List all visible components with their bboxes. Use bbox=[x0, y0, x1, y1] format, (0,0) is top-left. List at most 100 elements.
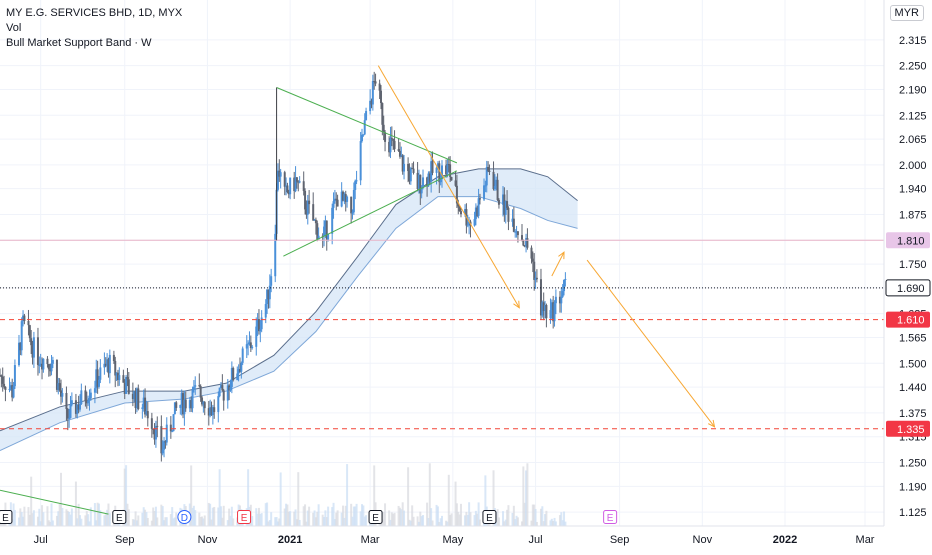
volume-bar bbox=[85, 510, 88, 526]
candle-body bbox=[325, 220, 328, 240]
candle-body bbox=[175, 402, 178, 408]
candle-body bbox=[384, 132, 387, 142]
candle-body bbox=[115, 372, 118, 376]
candle-body bbox=[78, 403, 81, 410]
candle-body bbox=[373, 80, 376, 82]
volume-bar bbox=[474, 510, 477, 526]
volume-bar bbox=[553, 517, 556, 526]
volume-bar bbox=[32, 510, 35, 526]
candle-body bbox=[333, 198, 336, 202]
candle-body bbox=[69, 404, 72, 418]
volume-bar bbox=[96, 502, 99, 526]
triangle-trendline[interactable] bbox=[276, 87, 458, 164]
currency-button[interactable]: MYR bbox=[889, 5, 924, 21]
candle-body bbox=[388, 141, 391, 153]
candle-body bbox=[198, 385, 201, 387]
volume-bar bbox=[106, 509, 109, 526]
candle-body bbox=[283, 172, 286, 187]
event-marker-e[interactable]: E bbox=[482, 510, 497, 525]
price-tick-label: 1.750 bbox=[899, 259, 927, 271]
time-axis-background bbox=[0, 526, 884, 550]
projection-arrow[interactable] bbox=[377, 65, 520, 308]
candle-body bbox=[324, 220, 327, 227]
event-marker-e[interactable]: E bbox=[237, 510, 252, 525]
candle-body bbox=[209, 407, 212, 416]
projection-arrow[interactable] bbox=[551, 251, 565, 277]
volume-bar bbox=[522, 466, 525, 526]
volume-bar bbox=[469, 512, 472, 526]
triangle-trendline[interactable] bbox=[283, 170, 458, 257]
candle-body bbox=[9, 385, 12, 389]
dividend-marker-circle bbox=[177, 510, 192, 524]
event-marker-e[interactable]: E bbox=[0, 510, 13, 525]
volume-bar bbox=[335, 512, 338, 526]
price-tick-label: 2.190 bbox=[899, 84, 927, 96]
candle-body bbox=[412, 168, 415, 173]
candle-body bbox=[248, 342, 251, 344]
candle-body bbox=[160, 426, 163, 454]
candle-body bbox=[289, 177, 292, 195]
candle-body bbox=[371, 80, 374, 105]
volume-bar bbox=[171, 507, 174, 526]
candle-body bbox=[476, 207, 479, 216]
volume-bar bbox=[145, 512, 148, 526]
event-marker-e[interactable]: E bbox=[603, 510, 618, 525]
volume-bar bbox=[127, 509, 130, 526]
candle-body bbox=[153, 428, 156, 440]
candle-body bbox=[346, 196, 349, 202]
volume-indicator-label[interactable]: Vol bbox=[6, 22, 22, 34]
symbol-title[interactable]: MY E.G. SERVICES BHD, 1D, MYX bbox=[6, 7, 183, 19]
event-marker-e[interactable]: E bbox=[112, 510, 127, 525]
candle-body bbox=[478, 198, 481, 200]
candle-body bbox=[516, 231, 519, 236]
volume-bar bbox=[365, 515, 368, 526]
volume-bar bbox=[388, 510, 391, 526]
volume-bar bbox=[497, 517, 500, 526]
volume-bar bbox=[464, 515, 467, 526]
volume-bar bbox=[202, 518, 205, 526]
volume-bar bbox=[298, 519, 301, 526]
candle-body bbox=[323, 226, 326, 237]
candle-body bbox=[144, 397, 147, 415]
volume-bar bbox=[449, 515, 452, 526]
candle-body bbox=[240, 362, 243, 372]
candle-body bbox=[19, 342, 22, 351]
price-tag[interactable]: 1.810 bbox=[886, 232, 930, 249]
candle-body bbox=[179, 404, 182, 408]
volume-bar bbox=[266, 502, 269, 526]
candle-body bbox=[417, 174, 420, 190]
price-tag[interactable]: 1.610 bbox=[886, 311, 930, 328]
volume-bar bbox=[412, 516, 415, 526]
candle-body bbox=[331, 207, 334, 234]
event-marker-e[interactable]: E bbox=[368, 510, 383, 525]
candle-body bbox=[350, 196, 353, 214]
candle-body bbox=[525, 238, 528, 247]
candle-body bbox=[392, 138, 395, 141]
candle-body bbox=[60, 390, 63, 397]
volume-bar bbox=[23, 506, 26, 526]
volume-bar bbox=[361, 504, 364, 526]
price-tick-label: 2.250 bbox=[899, 61, 927, 73]
candle-body bbox=[135, 388, 138, 408]
volume-bar bbox=[123, 468, 126, 526]
time-tick-label: Jul bbox=[34, 534, 48, 546]
candle-body bbox=[313, 219, 316, 221]
candle-body bbox=[420, 188, 423, 194]
volume-bar bbox=[363, 516, 366, 526]
trendline-bottom-left[interactable] bbox=[0, 489, 109, 515]
price-tag[interactable]: 1.690 bbox=[885, 279, 931, 297]
bull-market-support-band-label[interactable]: Bull Market Support Band · W bbox=[6, 37, 152, 49]
candle-body bbox=[171, 431, 174, 433]
candle-body bbox=[0, 375, 3, 377]
projection-arrow[interactable] bbox=[586, 259, 715, 428]
volume-bar bbox=[39, 521, 42, 526]
price-tag[interactable]: 1.335 bbox=[886, 420, 930, 437]
chart-legend: MY E.G. SERVICES BHD, 1D, MYX Vol Bull M… bbox=[6, 6, 182, 51]
event-marker-d[interactable]: D bbox=[177, 510, 192, 525]
candle-body bbox=[23, 315, 26, 321]
volume-bar bbox=[57, 511, 60, 526]
candle-body bbox=[201, 397, 204, 405]
volume-bar bbox=[76, 518, 79, 526]
